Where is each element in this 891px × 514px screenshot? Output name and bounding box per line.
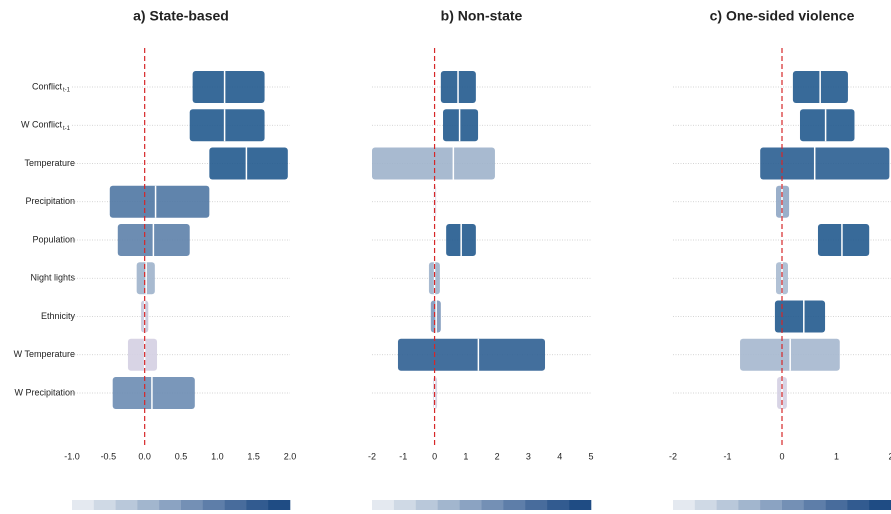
y-tick-label: W Conflict (21, 120, 63, 130)
colorbar-swatch (93, 500, 116, 510)
x-tick-label: 3 (526, 451, 531, 461)
x-tick-label: 1.5 (247, 451, 260, 461)
colorbar-swatch (159, 500, 182, 510)
x-tick-label: 0 (779, 451, 784, 461)
x-tick-label: -1.0 (64, 451, 80, 461)
colorbar-swatch (825, 500, 848, 510)
y-tick-label: Conflict (32, 81, 63, 91)
colorbar-swatch (803, 500, 826, 510)
colorbar-swatch (181, 500, 204, 510)
x-tick-label: 5 (588, 451, 593, 461)
interval-band (799, 109, 855, 142)
x-tick-label: 2 (888, 451, 891, 461)
y-tick-subscript: t-1 (63, 88, 71, 94)
y-tick-label: Precipitation (25, 196, 75, 206)
colorbar-swatch (503, 500, 526, 510)
colorbar-swatch (869, 500, 891, 510)
colorbar-swatch (372, 500, 395, 510)
x-tick-label: 2.0 (284, 451, 297, 461)
colorbar-swatch (72, 500, 95, 510)
y-tick-label: W Precipitation (14, 387, 75, 397)
interval-band (817, 224, 870, 256)
colorbar-swatch (481, 500, 504, 510)
interval-band (189, 109, 265, 142)
interval-band (443, 109, 479, 142)
colorbar-swatch (224, 500, 247, 510)
interval-band (397, 338, 546, 371)
colorbar-swatch (137, 500, 160, 510)
x-tick-label: 0 (432, 451, 437, 461)
interval-band (109, 185, 210, 218)
x-tick-label: 1 (834, 451, 839, 461)
x-tick-label: -0.5 (101, 451, 117, 461)
x-tick-label: 2 (495, 451, 500, 461)
colorbar-swatch (268, 500, 291, 510)
colorbar-swatch (673, 500, 696, 510)
y-tick-label: Ethnicity (41, 311, 76, 321)
y-tick-label: W Temperature (14, 349, 75, 359)
y-tick-subscript: t-1 (63, 126, 71, 132)
x-tick-label: 0.0 (138, 451, 151, 461)
colorbar-swatch (847, 500, 870, 510)
y-tick-label: Temperature (24, 158, 75, 168)
x-tick-label: 4 (557, 451, 562, 461)
x-tick-label: 1.0 (211, 451, 224, 461)
colorbar-swatch (202, 500, 225, 510)
x-tick-label: -2 (368, 451, 376, 461)
colorbar-swatch (437, 500, 460, 510)
colorbar-swatch (525, 500, 548, 510)
colorbar-swatch (115, 500, 138, 510)
colorbar-swatch (393, 500, 417, 510)
y-tick-label: Population (32, 234, 75, 244)
panel-title: a) State-based (133, 8, 229, 24)
colorbar-swatch (246, 500, 269, 510)
colorbar-swatch (716, 500, 739, 510)
x-tick-label: 1 (463, 451, 468, 461)
colorbar-swatch (569, 500, 592, 510)
interval-band (372, 147, 495, 180)
interval-band (760, 147, 890, 180)
colorbar-swatch (459, 500, 482, 510)
panel-title: c) One-sided violence (710, 8, 855, 24)
colorbar-swatch (782, 500, 805, 510)
interval-band (192, 71, 265, 103)
colorbar-swatch (694, 500, 717, 510)
x-tick-label: -1 (399, 451, 407, 461)
colorbar-swatch (760, 500, 783, 510)
interval-band (112, 377, 195, 409)
x-tick-label: -2 (669, 451, 677, 461)
panel-title: b) Non-state (441, 8, 523, 24)
x-tick-label: 0.5 (175, 451, 188, 461)
colorbar-swatch (415, 500, 438, 510)
x-tick-label: -1 (723, 451, 731, 461)
interval-band (209, 147, 288, 180)
colorbar-swatch (547, 500, 570, 510)
interval-band (127, 338, 158, 371)
y-tick-label: Night lights (30, 273, 75, 283)
colorbar-swatch (738, 500, 761, 510)
interval-band (774, 300, 826, 333)
